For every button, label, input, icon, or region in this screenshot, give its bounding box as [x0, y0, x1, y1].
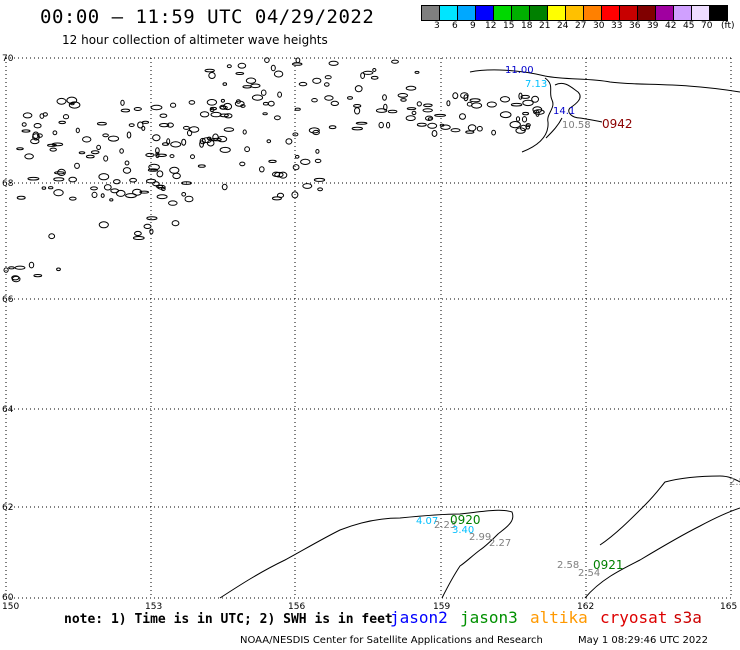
- coastline: [219, 69, 740, 599]
- legend-tick-label: 45: [683, 21, 695, 31]
- legend-swatch: [674, 6, 692, 20]
- pass-time-label: 0920: [450, 513, 481, 527]
- swh-label: 2.99: [469, 532, 491, 543]
- legend-unit: (ft): [721, 21, 735, 31]
- legend-swatch: [476, 6, 494, 20]
- pass-time-label: 0942: [602, 117, 633, 131]
- legend-jason3: jason3: [460, 608, 518, 627]
- lat-label-64: 64: [2, 405, 14, 415]
- legend-tick-label: 9: [470, 21, 476, 31]
- lat-label-62: 62: [2, 503, 13, 513]
- lat-label-70: 70: [2, 54, 14, 64]
- legend-swatch: [638, 6, 656, 20]
- map-title: 00:00 – 11:59 UTC 04/29/2022: [40, 6, 375, 28]
- legend-tick-label: 70: [701, 21, 713, 31]
- legend-s3a: s3a: [673, 608, 702, 627]
- lon-label-150: 150: [2, 602, 19, 612]
- legend-cryosat: cryosat: [600, 608, 668, 627]
- lon-label-153: 153: [145, 602, 162, 612]
- legend-jason2: jason2: [390, 608, 448, 627]
- legend-swatch: [656, 6, 674, 20]
- longitude-labels: 150 153 156 159 162 165: [2, 602, 737, 612]
- color-legend: [421, 5, 728, 21]
- swh-label: 2.54: [578, 568, 600, 579]
- map-subtitle: 12 hour collection of altimeter wave hei…: [62, 33, 328, 47]
- swh-labels: 11.00 7.13 14.1 10.58 4.07 2.23 3.40 2.9…: [416, 65, 740, 579]
- footer-timestamp: May 1 08:29:46 UTC 2022: [578, 635, 708, 646]
- legend-swatch: [530, 6, 548, 20]
- lon-label-156: 156: [288, 602, 305, 612]
- legend-swatch: [494, 6, 512, 20]
- swh-label: 14.1: [553, 106, 575, 117]
- footnote: note: 1) Time is in UTC; 2) SWH is in fe…: [64, 612, 393, 627]
- swh-label: 2.58: [557, 560, 579, 571]
- legend-swatch: [422, 6, 440, 20]
- lat-label-68: 68: [2, 179, 14, 189]
- legend-tick-label: 12: [485, 21, 497, 31]
- legend-tick-label: 3: [434, 21, 440, 31]
- swh-label: 2.5: [729, 477, 740, 488]
- color-legend-labels: 3 6 9 12 15 18 21 24 27 30 33 36 39 42 45 70 (ft): [421, 21, 740, 35]
- legend-swatch: [692, 6, 710, 20]
- swh-label: 2.27: [489, 538, 511, 549]
- legend-tick-label: 24: [557, 21, 569, 31]
- legend-swatch: [602, 6, 620, 20]
- legend-tick-label: 6: [452, 21, 458, 31]
- lat-lon-grid: [5, 57, 732, 599]
- legend-swatch: [710, 6, 727, 20]
- legend-tick-label: 33: [611, 21, 623, 31]
- legend-tick-label: 42: [665, 21, 677, 31]
- legend-swatch: [584, 6, 602, 20]
- legend-swatch: [440, 6, 458, 20]
- legend-swatch: [620, 6, 638, 20]
- legend-tick-label: 39: [647, 21, 659, 31]
- lat-label-60: 60: [2, 593, 14, 603]
- lon-label-165: 165: [720, 602, 737, 612]
- legend-tick-label: 21: [539, 21, 551, 31]
- legend-tick-label: 15: [503, 21, 515, 31]
- swh-label: 2.23: [434, 520, 456, 531]
- legend-swatch: [566, 6, 584, 20]
- lat-label-66: 66: [2, 295, 14, 305]
- swh-label: 3.40: [452, 525, 474, 536]
- latitude-labels: 70 68 66 64 62 60: [2, 54, 14, 603]
- swh-label: 11.00: [505, 65, 534, 76]
- legend-tick-label: 18: [521, 21, 533, 31]
- pass-time-labels: 0942 0920 0921: [450, 117, 633, 572]
- legend-swatch: [548, 6, 566, 20]
- pass-time-label: 0921: [593, 558, 624, 572]
- swh-label: 4.07: [416, 516, 438, 527]
- footer-credit: NOAA/NESDIS Center for Satellite Applica…: [240, 635, 543, 646]
- lon-label-162: 162: [577, 602, 594, 612]
- legend-tick-label: 30: [593, 21, 605, 31]
- legend-swatch: [458, 6, 476, 20]
- legend-tick-label: 36: [629, 21, 641, 31]
- sea-ice-contours: [3, 57, 545, 283]
- swh-label: 7.13: [525, 79, 547, 90]
- legend-swatch: [512, 6, 530, 20]
- legend-altika: altika: [530, 608, 588, 627]
- legend-tick-label: 27: [575, 21, 587, 31]
- lon-label-159: 159: [433, 602, 450, 612]
- swh-label: 10.58: [562, 120, 591, 131]
